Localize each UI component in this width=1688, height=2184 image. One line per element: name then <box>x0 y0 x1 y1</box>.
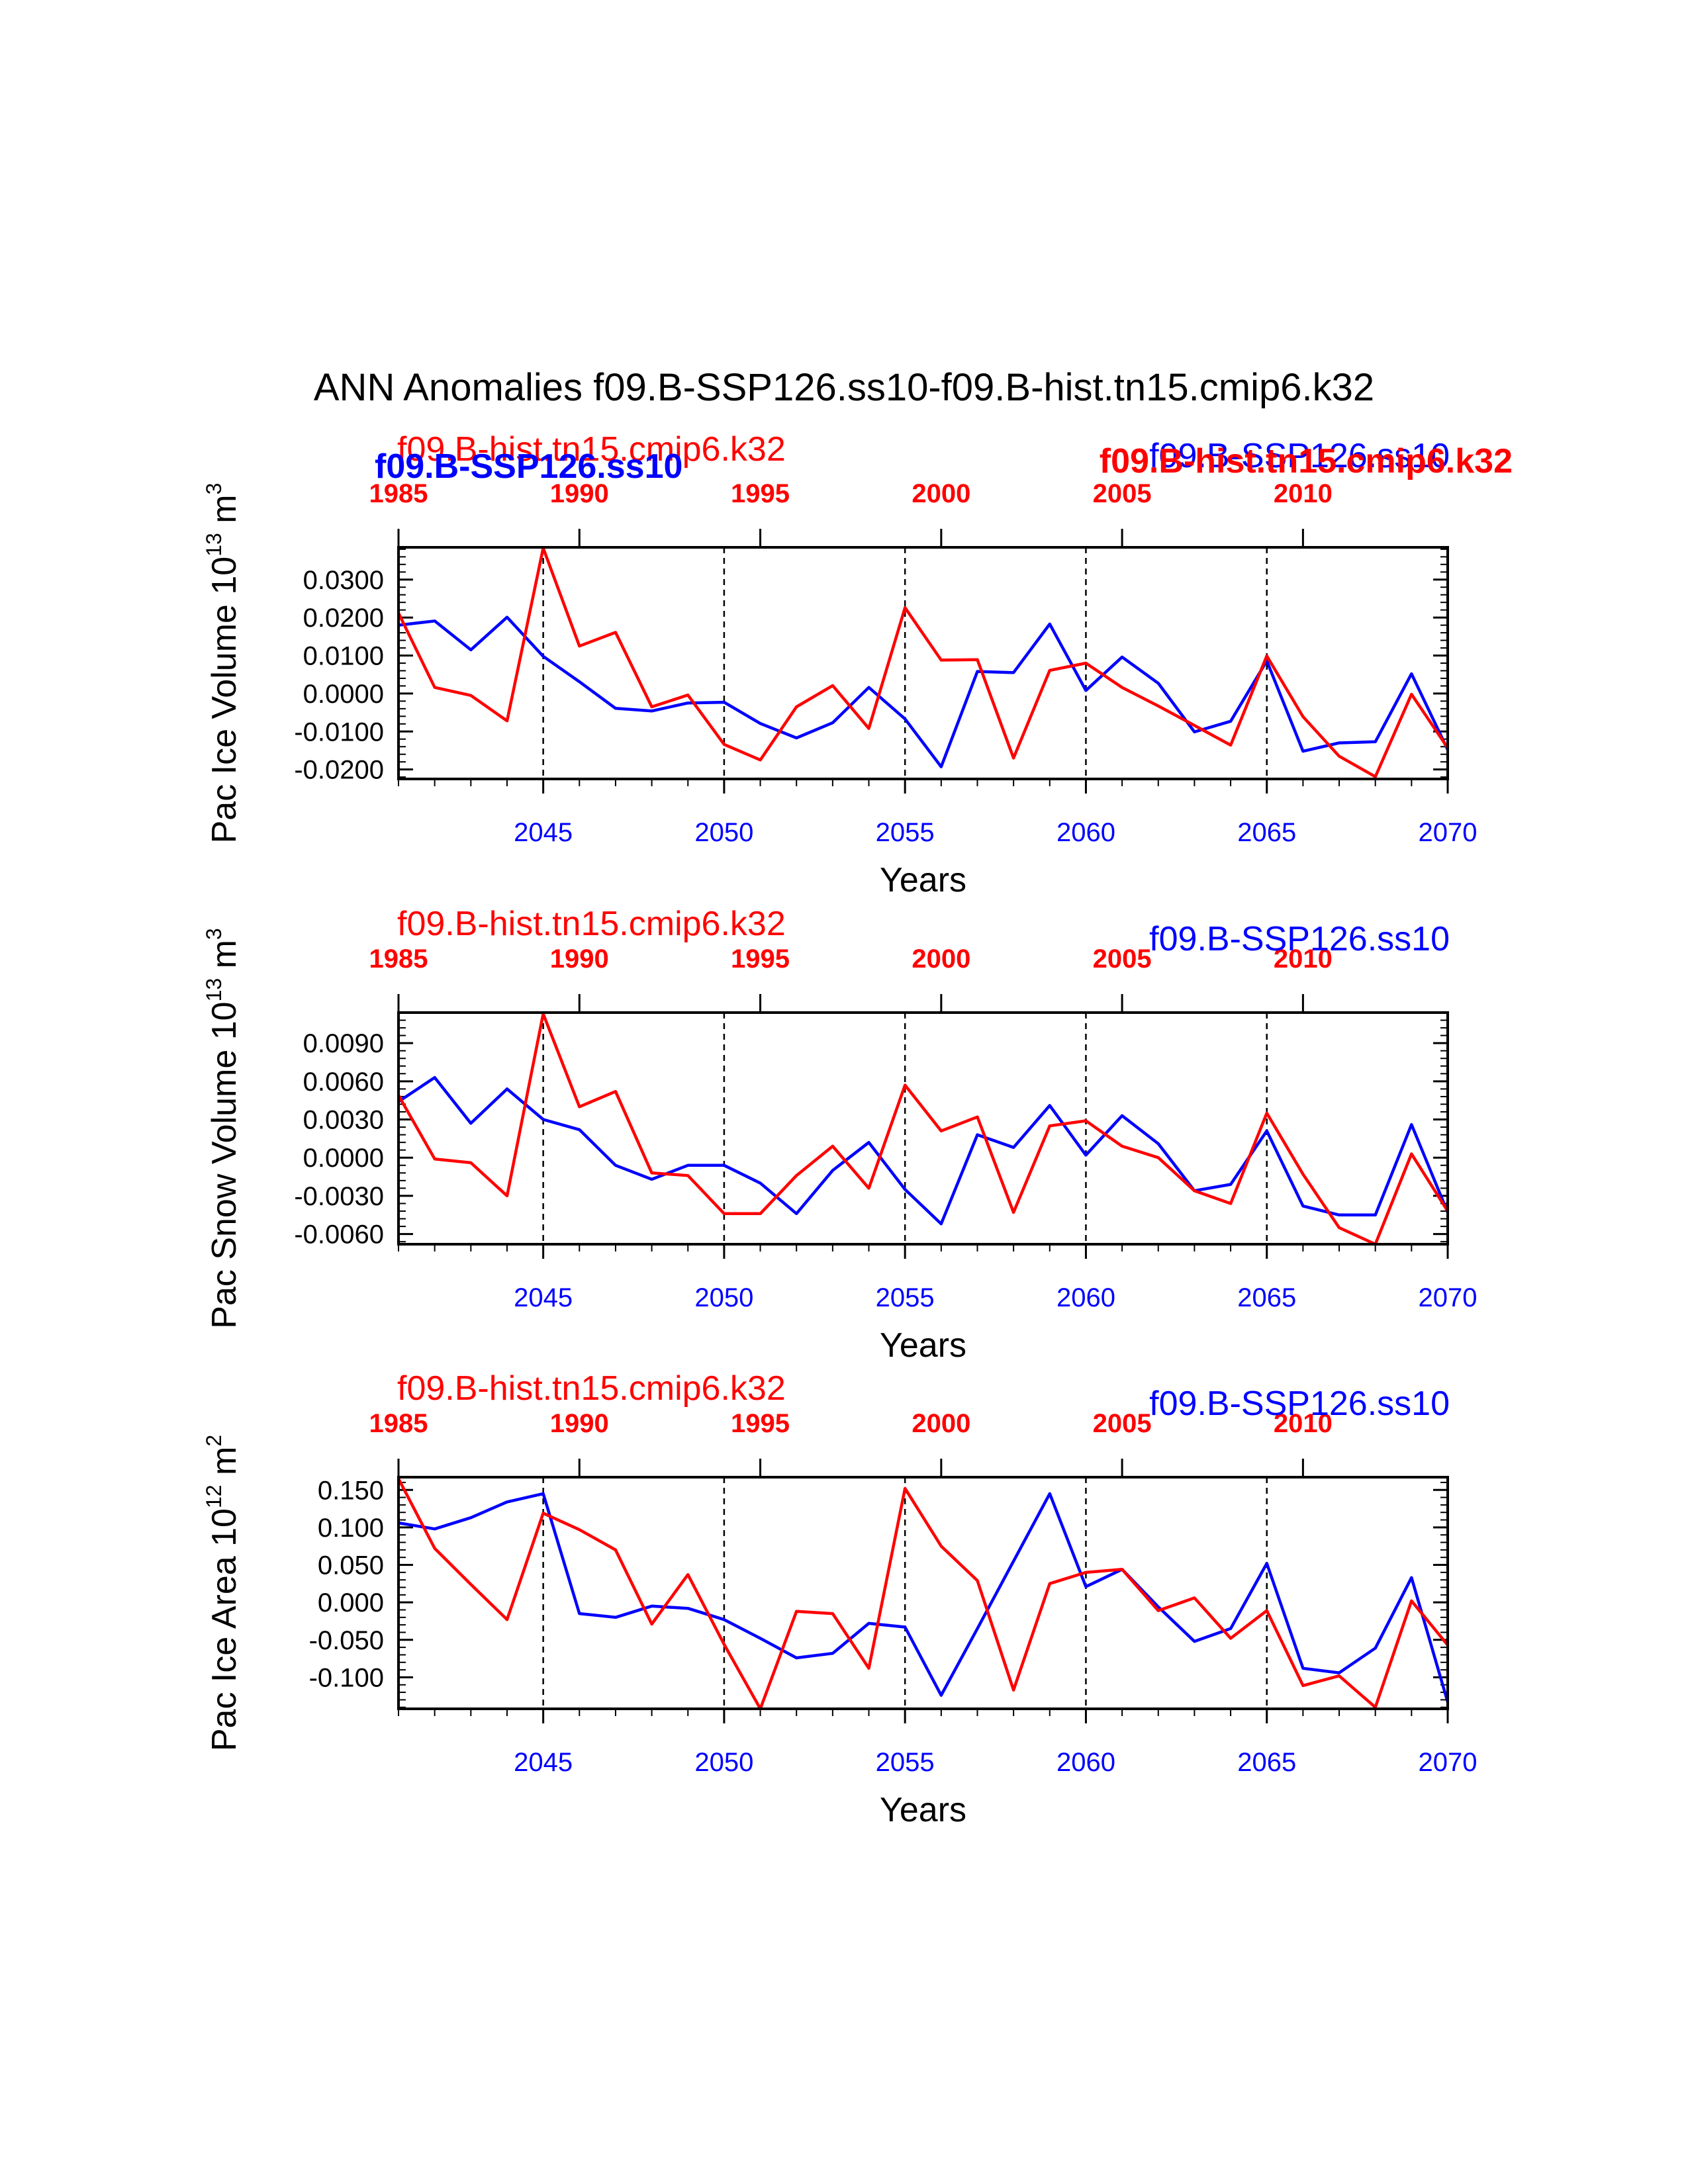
y-axis-label-unit-exponent: 3 <box>202 483 226 495</box>
panel-2: 0.0090 0.0060 0.0030 0.0000 -0.0030 -0.0060 20… <box>202 905 1477 1365</box>
y-tick-label: 0.0090 <box>303 1029 384 1058</box>
y-axis-label-main: Pac Snow Volume 10 <box>205 1001 244 1328</box>
top-x-tick-label: 1985 <box>369 479 428 508</box>
plot-frame <box>397 546 1449 780</box>
y-tick-label: -0.0060 <box>294 1220 384 1250</box>
x-tick-label: 2070 <box>1419 818 1477 847</box>
y-axis-label-unit-exponent: 3 <box>202 928 226 940</box>
y-tick-label: -0.100 <box>309 1663 384 1692</box>
y-tick-label: 0.0060 <box>303 1068 384 1097</box>
y-axis-label-unit: m <box>205 1447 244 1485</box>
x-tick-label: 2045 <box>514 818 573 847</box>
top-label-red-left: f09.B-hist.tn15.cmip6.k32 <box>397 430 786 469</box>
top-x-tick-label: 2000 <box>912 1409 970 1438</box>
panels: 0.03000.02000.01000.0000-0.0100-0.020020… <box>202 479 1477 1829</box>
y-tick-label: 0.0000 <box>303 1144 384 1173</box>
y-tick-label: 0.0100 <box>303 642 384 671</box>
y-axis-label-exponent: 13 <box>202 978 226 1002</box>
x-tick-label: 2060 <box>1056 1748 1115 1777</box>
x-tick-label: 2070 <box>1419 1748 1477 1777</box>
series-line-red <box>397 1012 1449 1246</box>
plot-frame <box>397 1476 1449 1710</box>
series-line-red <box>397 546 1449 778</box>
y-axis-label-exponent: 13 <box>202 533 226 557</box>
top-x-tick-label: 2010 <box>1274 479 1333 508</box>
x-tick-label: 2045 <box>514 1283 573 1312</box>
y-tick-label: -0.0030 <box>294 1182 384 1211</box>
series-label-red: f09.B-hist.tn15.cmip6.k32 <box>397 1369 786 1408</box>
top-label-red-right: f09.B-hist.tn15.cmip6.k32 <box>1100 442 1513 480</box>
top-x-tick-label: 2005 <box>1093 1409 1152 1438</box>
top-x-tick-label: 2010 <box>1274 1409 1333 1438</box>
panel-3: 0.150 0.100 0.050 0.000 -0.050 -0.100 2045 2050… <box>202 1369 1477 1829</box>
y-axis-label-main: Pac Ice Area 10 <box>205 1508 244 1751</box>
top-label-blue-right: f09.B-SSP126.ss10 <box>1149 437 1450 475</box>
x-axis-label: Years <box>880 861 966 899</box>
x-tick-label: 2050 <box>694 818 753 847</box>
series-label-blue: f09.B-SSP126.ss10 <box>1149 920 1450 958</box>
series-line-blue <box>397 1075 1450 1226</box>
top-x-tick-label: 1995 <box>731 479 790 508</box>
x-tick-label: 2055 <box>876 1283 935 1312</box>
top-x-tick-label: 2010 <box>1274 944 1333 974</box>
y-tick-label: -0.050 <box>309 1626 384 1655</box>
y-tick-label: -0.0200 <box>294 756 384 785</box>
top-x-tick-label: 2000 <box>912 479 970 508</box>
top-x-tick-label: 1990 <box>550 479 609 508</box>
panel-1: 0.0300 0.0200 0.0100 0.0000 -0.0100 -0.0200 20… <box>202 479 1477 899</box>
x-tick-label: 2055 <box>876 818 935 847</box>
y-tick-label: 0.150 <box>318 1476 384 1505</box>
plot-frame <box>397 1011 1449 1246</box>
y-axis-label: Pac Ice Area 1012 m2 <box>202 1435 244 1751</box>
y-axis-label: Pac Ice Volume 1013 m3 <box>202 483 244 844</box>
x-tick-label: 2060 <box>1056 818 1115 847</box>
top-x-tick-label: 1990 <box>550 1409 609 1438</box>
x-axis-label: Years <box>880 1791 966 1829</box>
top-x-tick-label: 1985 <box>369 1409 428 1438</box>
top-x-tick-label: 1985 <box>369 944 428 974</box>
top-x-tick-label: 2000 <box>912 944 970 974</box>
x-tick-label: 2065 <box>1237 1283 1296 1312</box>
y-axis-label-unit: m <box>205 940 244 978</box>
series-line-blue <box>398 1492 1450 1703</box>
x-tick-label: 2055 <box>876 1748 935 1777</box>
figure-title: ANN Anomalies f09.B-SSP126.ss10-f09.B-hi… <box>314 366 1374 409</box>
y-tick-label: 0.0000 <box>303 680 384 709</box>
x-axis-label: Years <box>880 1326 966 1365</box>
series-line-blue <box>398 615 1450 768</box>
x-tick-label: 2065 <box>1237 1748 1296 1777</box>
x-tick-label: 2050 <box>694 1283 753 1312</box>
y-tick-label: 0.100 <box>318 1514 384 1543</box>
y-tick-label: 0.0030 <box>303 1106 384 1135</box>
y-tick-label: 0.050 <box>318 1551 384 1580</box>
y-axis-label: Pac Snow Volume 1013 m3 <box>202 928 244 1328</box>
x-tick-label: 2070 <box>1419 1283 1477 1312</box>
y-axis-label-exponent: 12 <box>202 1484 226 1508</box>
series-line-red <box>397 1478 1449 1711</box>
y-tick-label: 0.000 <box>318 1588 384 1617</box>
x-tick-label: 2060 <box>1056 1283 1115 1312</box>
top-x-tick-label: 1990 <box>550 944 609 974</box>
series-label-red: f09.B-hist.tn15.cmip6.k32 <box>397 905 786 943</box>
top-label-blue-left: f09.B-SSP126.ss10 <box>375 447 682 486</box>
x-tick-label: 2065 <box>1237 818 1296 847</box>
series-label-blue: f09.B-SSP126.ss10 <box>1149 1385 1450 1423</box>
y-axis-label-unit: m <box>205 494 244 533</box>
top-x-tick-label: 1995 <box>731 944 790 974</box>
top-x-tick-label: 2005 <box>1093 944 1152 974</box>
x-tick-label: 2050 <box>694 1748 753 1777</box>
y-tick-label: 0.0300 <box>303 566 384 595</box>
y-tick-label: -0.0100 <box>294 717 384 747</box>
y-axis-label-main: Pac Ice Volume 10 <box>205 557 244 844</box>
y-tick-label: 0.0200 <box>303 604 384 633</box>
top-x-tick-label: 2005 <box>1093 479 1152 508</box>
top-x-tick-label: 1995 <box>731 1409 790 1438</box>
x-tick-label: 2045 <box>514 1748 573 1777</box>
y-axis-label-unit-exponent: 2 <box>202 1435 226 1447</box>
